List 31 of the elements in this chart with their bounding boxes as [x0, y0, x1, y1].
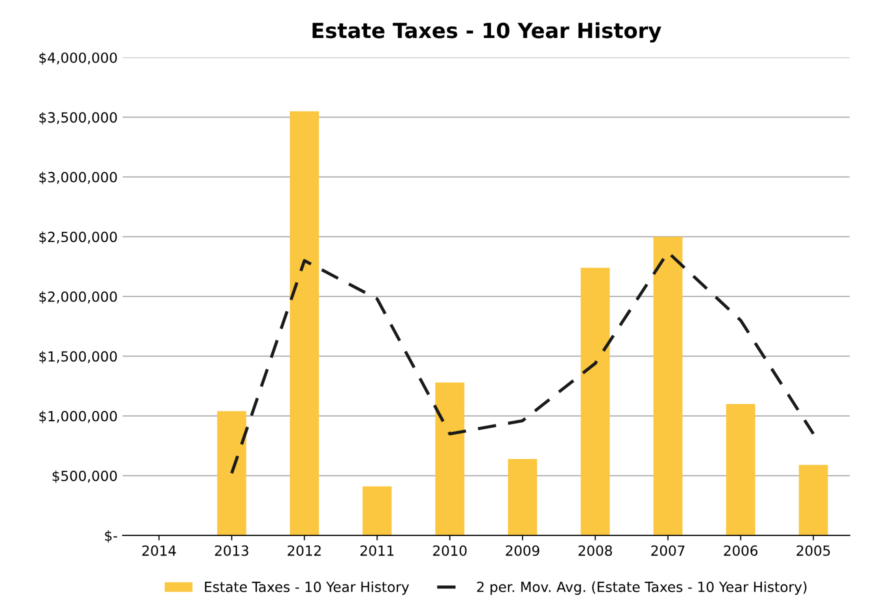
- x-tick-label: 2008: [578, 545, 612, 556]
- x-tick-label: 2011: [360, 545, 394, 556]
- x-tick-label: 2009: [506, 545, 540, 556]
- bar: [580, 268, 610, 536]
- legend-label: 2 per. Mov. Avg. (Estate Taxes - 10 Year History): [477, 581, 806, 595]
- chart-title: Estate Taxes - 10 Year History: [312, 22, 662, 43]
- bar: [508, 458, 538, 536]
- y-tick-label: $1,000,000: [39, 410, 117, 424]
- x-tick-label: 2013: [215, 545, 248, 556]
- bar: [726, 404, 756, 536]
- y-tick-label: $-: [105, 530, 118, 543]
- bar: [362, 486, 392, 536]
- y-tick-label: $4,000,000: [39, 52, 117, 65]
- x-tick-label: 2006: [724, 545, 758, 556]
- x-tick-label: 2007: [651, 545, 684, 556]
- y-tick-label: $2,500,000: [39, 231, 117, 244]
- y-tick-label: $3,000,000: [39, 172, 117, 184]
- x-tick-label: 2012: [288, 545, 321, 556]
- bar: [798, 464, 828, 536]
- bar: [290, 111, 319, 536]
- y-tick-label: $3,500,000: [39, 112, 117, 125]
- y-tick-label: $1,500,000: [39, 350, 117, 364]
- legend-label: Estate Taxes - 10 Year History: [204, 581, 410, 595]
- y-tick-label: $500,000: [52, 470, 117, 483]
- bar: [217, 411, 246, 536]
- bar: [653, 236, 682, 536]
- y-tick-label: $2,000,000: [39, 291, 117, 304]
- x-tick-label: 2010: [433, 545, 467, 556]
- x-tick-label: 2014: [142, 545, 176, 556]
- bar: [435, 382, 464, 536]
- x-tick-label: 2005: [796, 545, 830, 556]
